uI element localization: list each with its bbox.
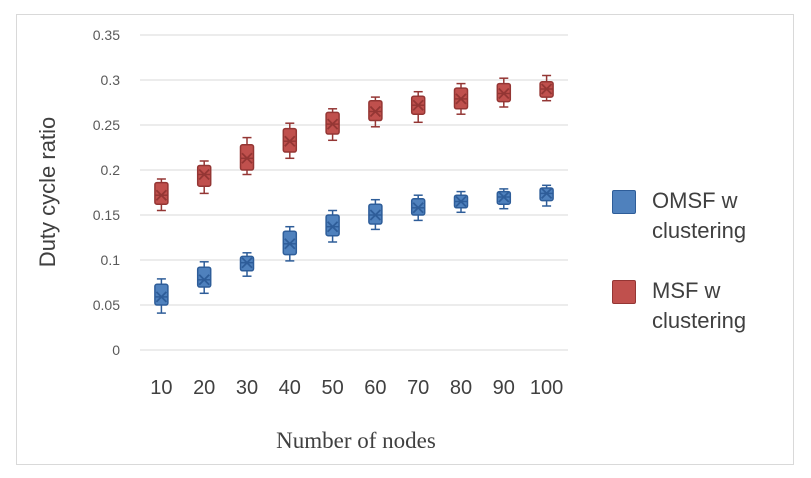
box-msf: [453, 82, 469, 115]
legend-swatch-msf: [612, 280, 636, 304]
mean-marker-msf: [155, 189, 168, 201]
box-msf: [539, 74, 554, 102]
y-tick-label: 0.05: [93, 297, 120, 313]
legend-label-omsf: OMSF w clustering: [652, 188, 747, 243]
x-axis-label: Number of nodes: [276, 428, 436, 453]
x-tick-label: 50: [321, 377, 343, 399]
box-msf: [496, 77, 512, 108]
mean-marker-msf: [498, 87, 510, 100]
legend-swatch-omsf: [612, 190, 636, 214]
mean-marker-omsf: [198, 274, 210, 286]
legend-item-msf: MSF w clustering: [612, 276, 802, 346]
x-tick-label: 80: [450, 377, 472, 399]
x-tick-label: 70: [407, 377, 429, 399]
x-tick-label: 60: [364, 377, 386, 399]
y-axis-label: Duty cycle ratio: [35, 117, 60, 267]
box-msf: [325, 108, 340, 142]
mean-marker-msf: [326, 118, 339, 130]
box-msf: [368, 96, 383, 128]
x-tick-labels: 10 20 30 40 50 60 70 80 90 100: [150, 377, 563, 399]
mean-marker-omsf: [498, 191, 510, 203]
y-tick-labels: 0 0.05 0.1 0.15 0.2 0.25 0.3 0.35: [93, 27, 120, 358]
box-body-msf: [196, 164, 212, 187]
mean-marker-msf: [369, 105, 382, 118]
mean-marker-msf: [241, 152, 253, 164]
box-body-msf: [154, 181, 169, 205]
box-omsf: [496, 188, 512, 210]
x-tick-label: 30: [236, 377, 258, 399]
mean-marker-omsf: [540, 187, 553, 200]
box-omsf: [410, 194, 426, 222]
y-tick-label: 0.25: [93, 117, 120, 133]
mean-marker-omsf: [326, 221, 339, 233]
y-tick-label: 0.35: [93, 27, 120, 43]
box-omsf: [239, 252, 255, 277]
box-omsf: [282, 225, 298, 262]
y-tick-label: 0.15: [93, 207, 120, 223]
y-tick-label: 0: [112, 342, 120, 358]
x-tick-label: 20: [193, 377, 215, 399]
box-body-omsf: [325, 214, 340, 237]
box-plots: [154, 74, 554, 314]
box-msf: [410, 90, 426, 124]
box-omsf: [453, 190, 469, 214]
chart-frame: [16, 14, 794, 465]
mean-marker-omsf: [241, 257, 253, 269]
y-tick-label: 0.1: [101, 252, 121, 268]
box-msf: [154, 178, 169, 212]
box-omsf: [196, 261, 212, 295]
legend-label-msf: MSF w clustering: [652, 278, 747, 333]
legend-item-omsf: OMSF w clustering: [612, 186, 802, 256]
mean-marker-msf: [284, 135, 296, 147]
mean-marker-msf: [412, 99, 424, 111]
box-omsf: [539, 184, 554, 207]
y-tick-label: 0.3: [101, 72, 121, 88]
mean-marker-msf: [540, 83, 553, 95]
mean-marker-omsf: [412, 202, 424, 214]
box-msf: [196, 160, 212, 195]
box-msf: [239, 136, 255, 176]
mean-marker-omsf: [155, 291, 168, 303]
x-tick-label: 100: [530, 377, 563, 399]
x-tick-label: 40: [279, 377, 301, 399]
y-tick-label: 0.2: [101, 162, 121, 178]
box-omsf: [154, 278, 169, 314]
mean-marker-omsf: [455, 195, 467, 208]
mean-marker-omsf: [369, 209, 382, 221]
x-tick-label: 10: [150, 377, 172, 399]
x-tick-label: 90: [493, 377, 515, 399]
mean-marker-omsf: [284, 238, 296, 250]
box-msf: [282, 122, 298, 160]
mean-marker-msf: [198, 168, 210, 181]
box-omsf: [325, 209, 340, 243]
mean-marker-msf: [455, 93, 467, 105]
box-omsf: [368, 198, 383, 231]
